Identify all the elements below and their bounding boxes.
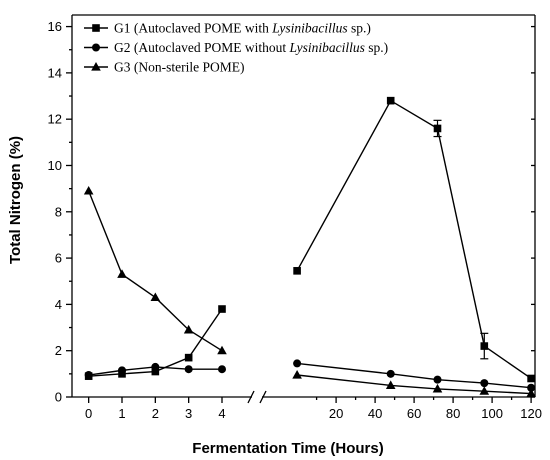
series-g1 xyxy=(84,96,535,383)
legend: G1 (Autoclaved POME with Lysinibacillus … xyxy=(84,21,388,75)
x-axis-title: Fermentation Time (Hours) xyxy=(192,440,383,457)
data-point xyxy=(150,292,161,302)
series-line xyxy=(88,190,223,352)
series-line xyxy=(296,99,532,380)
y-tick-label: 2 xyxy=(55,343,62,358)
data-point xyxy=(218,365,226,374)
x-tick-label: 20 xyxy=(329,406,343,421)
data-point xyxy=(83,185,94,195)
data-point xyxy=(117,269,127,278)
legend-item-g3: G3 (Non-sterile POME) xyxy=(84,60,244,75)
data-point xyxy=(292,370,302,379)
data-point xyxy=(118,366,126,375)
data-point xyxy=(480,342,489,350)
data-point xyxy=(479,386,490,395)
series-g3 xyxy=(83,185,536,398)
x-tick-label: 120 xyxy=(520,406,542,421)
data-point xyxy=(217,345,227,355)
data-point xyxy=(184,353,193,362)
data-point xyxy=(218,305,226,313)
x-tick-label: 40 xyxy=(368,406,382,421)
series-g2 xyxy=(84,359,536,392)
x-tick-label: 2 xyxy=(152,406,159,421)
legend-label: G3 (Non-sterile POME) xyxy=(114,60,244,75)
y-tick-label: 8 xyxy=(55,204,62,219)
y-tick-label: 16 xyxy=(48,19,62,34)
x-tick-label: 4 xyxy=(218,406,225,421)
legend-marker xyxy=(92,24,100,32)
x-tick-label: 3 xyxy=(185,406,192,421)
data-point xyxy=(293,267,301,275)
x-tick-label: 0 xyxy=(85,406,92,421)
x-tick-label: 1 xyxy=(118,406,125,421)
data-point xyxy=(84,371,93,380)
legend-label: G2 (Autoclaved POME without Lysinibacill… xyxy=(114,40,388,55)
axis-break-mark xyxy=(247,390,255,404)
data-point xyxy=(386,96,395,105)
legend-item-g2: G2 (Autoclaved POME without Lysinibacill… xyxy=(84,40,388,55)
data-point xyxy=(480,379,489,388)
data-point xyxy=(386,369,395,378)
y-tick-label: 6 xyxy=(55,251,62,266)
legend-marker xyxy=(92,43,100,52)
data-point xyxy=(151,362,160,371)
data-point xyxy=(293,359,302,368)
y-tick-label: 0 xyxy=(55,390,62,405)
y-tick-label: 10 xyxy=(48,158,62,173)
y-tick-label: 12 xyxy=(48,112,62,127)
axis-break-mark xyxy=(259,390,267,404)
legend-marker xyxy=(91,62,101,71)
data-series xyxy=(83,96,536,398)
data-point xyxy=(527,383,536,392)
legend-label: G1 (Autoclaved POME with Lysinibacillus … xyxy=(114,21,371,36)
data-point xyxy=(183,324,194,334)
data-point xyxy=(526,388,536,398)
data-point xyxy=(151,367,160,376)
y-axis-title: Total Nitrogen (%) xyxy=(7,136,24,264)
data-point xyxy=(527,374,535,383)
legend-item-g1: G1 (Autoclaved POME with Lysinibacillus … xyxy=(84,21,371,36)
y-tick-label: 14 xyxy=(48,65,62,80)
data-point xyxy=(432,383,443,393)
y-tick-label: 4 xyxy=(55,297,62,312)
data-point xyxy=(385,380,396,390)
x-tick-label: 100 xyxy=(481,406,503,421)
data-point xyxy=(184,365,193,374)
series-line xyxy=(297,362,532,389)
data-point xyxy=(433,375,442,384)
x-tick-label: 60 xyxy=(407,406,421,421)
x-tick-label: 80 xyxy=(446,406,460,421)
data-point xyxy=(433,124,442,133)
